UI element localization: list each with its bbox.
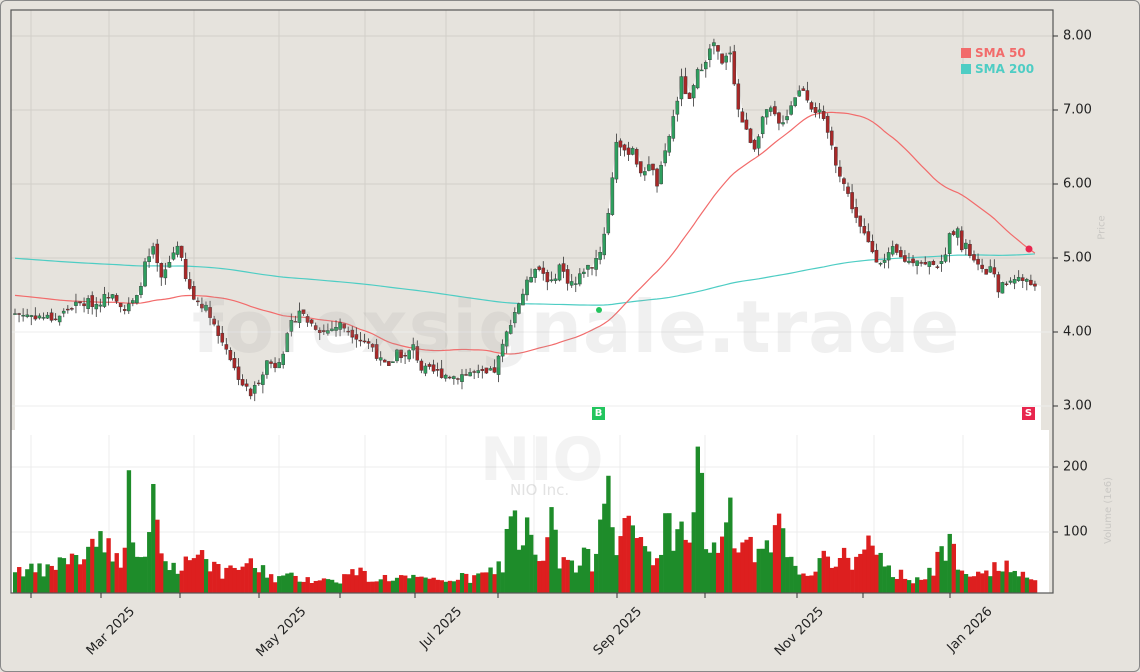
y-axis-label-price: Price [1096,215,1108,240]
y-tick-volume: 100 [1063,524,1088,540]
y-axis-label-volume: Volume (1e6) [1103,476,1115,545]
y-tick-price: 8.00 [1063,28,1092,44]
y-tick-price: 6.00 [1063,176,1092,192]
legend-swatch-sma50 [961,48,971,58]
y-tick-volume: 200 [1063,459,1088,475]
legend-label-sma50: SMA 50 [975,46,1026,60]
y-tick-price: 5.00 [1063,250,1092,266]
legend: SMA 50 SMA 200 [961,45,1034,77]
watermark-site: forexsignale.trade [192,285,961,369]
legend-swatch-sma200 [961,64,971,74]
y-tick-price: 7.00 [1063,102,1092,118]
y-tick-price: 4.00 [1063,324,1092,340]
y-tick-price: 3.00 [1063,398,1092,414]
legend-sma200: SMA 200 [961,61,1034,77]
watermark-ticker: NIO [480,425,604,495]
buy-signal-marker: B [592,407,605,420]
sell-signal-marker: S [1022,407,1035,420]
legend-label-sma200: SMA 200 [975,62,1035,76]
watermark-company: NIO Inc. [510,481,570,499]
legend-sma50: SMA 50 [961,45,1034,61]
